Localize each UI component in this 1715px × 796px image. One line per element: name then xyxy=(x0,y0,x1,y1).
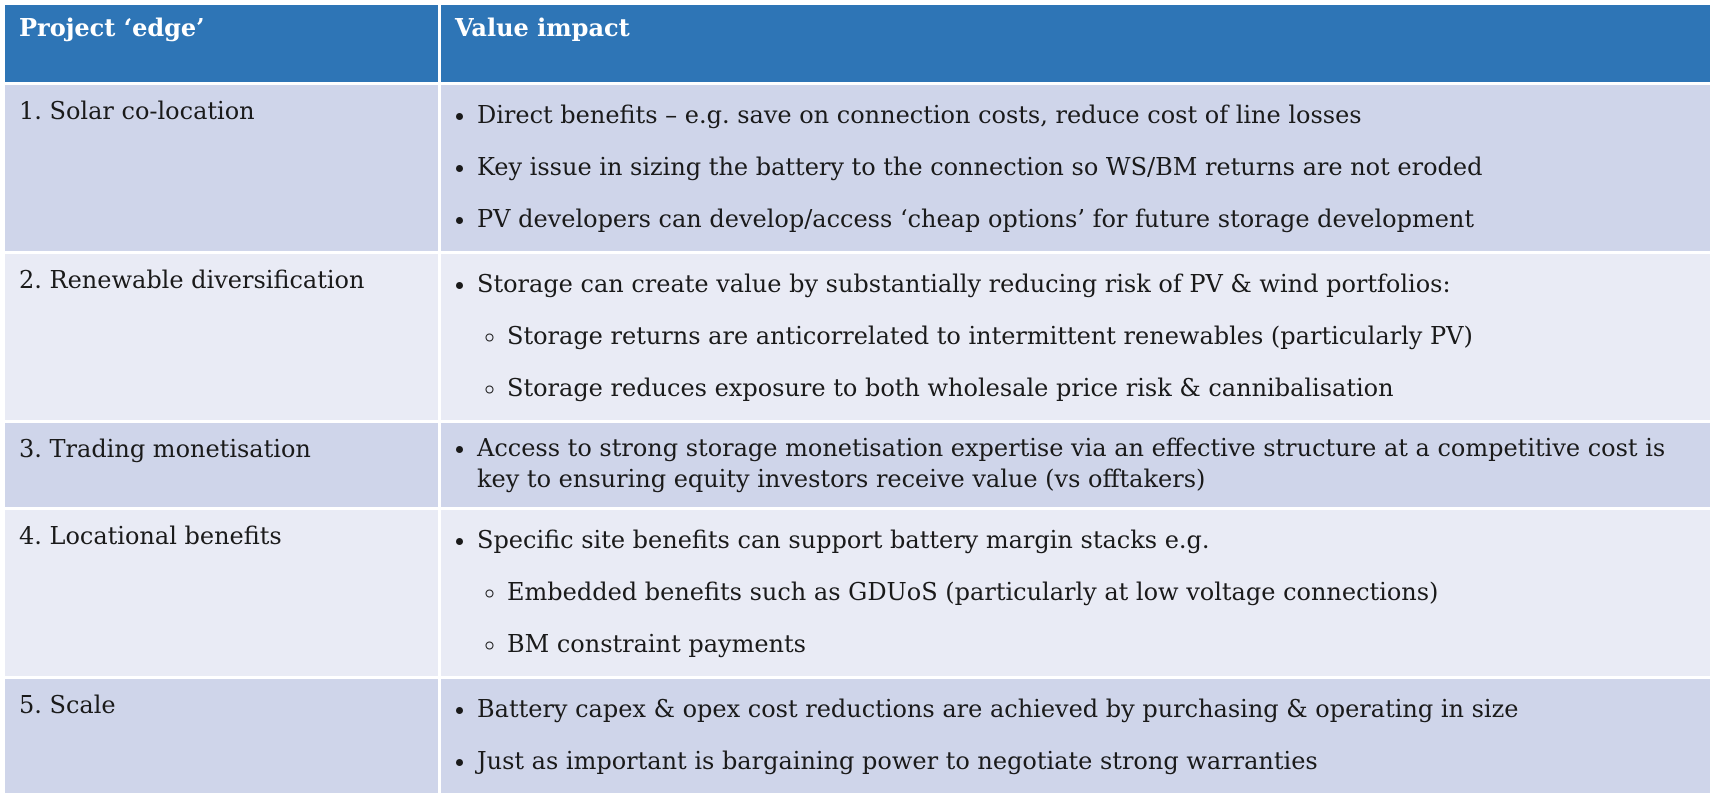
bullet: Access to strong storage monetisation ex… xyxy=(477,427,1710,501)
header-row: Project ‘edge’ Value impact xyxy=(2,2,1713,85)
bullet-text: Key issue in sizing the battery to the c… xyxy=(477,153,1483,181)
table-row: 2. Renewable diversification Storage can … xyxy=(2,251,1713,423)
bullet: Specific site benefits can support batte… xyxy=(477,514,1710,670)
page: Project ‘edge’ Value impact 1. Solar co-… xyxy=(0,0,1715,740)
table-row: 1. Solar co-location Direct benefits – e.… xyxy=(2,82,1713,254)
edge-cell: 5. Scale xyxy=(2,676,441,796)
sub-bullet: Storage reduces exposure to both wholesa… xyxy=(507,362,1710,414)
bullet: PV developers can develop/access ‘cheap … xyxy=(477,193,1710,245)
bullet-text: Specific site benefits can support batte… xyxy=(477,526,1210,554)
bullet: Key issue in sizing the battery to the c… xyxy=(477,141,1710,193)
edge-cell: 2. Renewable diversification xyxy=(2,251,441,423)
bullet-text: Access to strong storage monetisation ex… xyxy=(477,434,1666,493)
table-body: 1. Solar co-location Direct benefits – e.… xyxy=(2,82,1713,796)
bullet: Direct benefits – e.g. save on connectio… xyxy=(477,89,1710,141)
bullet-list: Direct benefits – e.g. save on connectio… xyxy=(441,85,1710,251)
bullet-text: Storage can create value by substantiall… xyxy=(477,270,1451,298)
edge-cell: 1. Solar co-location xyxy=(2,82,441,254)
edge-cell: 3. Trading monetisation xyxy=(2,420,441,510)
bullet: Just as important is bargaining power to… xyxy=(477,735,1710,787)
sub-bullet: Storage returns are anticorrelated to in… xyxy=(507,310,1710,362)
table-row: 4. Locational benefits Specific site bene… xyxy=(2,507,1713,679)
edge-cell: 4. Locational benefits xyxy=(2,507,441,679)
impact-cell: Specific site benefits can support batte… xyxy=(438,507,1713,679)
impact-cell: Direct benefits – e.g. save on connectio… xyxy=(438,82,1713,254)
bullet-list: Storage can create value by substantiall… xyxy=(441,254,1710,420)
bullet-text: PV developers can develop/access ‘cheap … xyxy=(477,205,1475,233)
bullet-text: Just as important is bargaining power to… xyxy=(477,747,1318,775)
sub-bullet-list: Embedded benefits such as GDUoS (particu… xyxy=(477,566,1710,670)
sub-bullet-list: Storage returns are anticorrelated to in… xyxy=(477,310,1710,414)
bullet-list: Battery capex & opex cost reductions are… xyxy=(441,679,1710,793)
header-cell: Project ‘edge’ xyxy=(2,2,441,85)
sub-bullet: Embedded benefits such as GDUoS (particu… xyxy=(507,566,1710,618)
bullet-text: Battery capex & opex cost reductions are… xyxy=(477,695,1519,723)
bullet-text: Direct benefits – e.g. save on connectio… xyxy=(477,101,1362,129)
impact-cell: Access to strong storage monetisation ex… xyxy=(438,420,1713,510)
bullet: Storage can create value by substantiall… xyxy=(477,258,1710,414)
table-row: 3. Trading monetisation Access to strong … xyxy=(2,420,1713,510)
impact-cell: Battery capex & opex cost reductions are… xyxy=(438,676,1713,796)
bullet-list: Access to strong storage monetisation ex… xyxy=(441,423,1710,507)
sub-bullet: BM constraint payments xyxy=(507,618,1710,670)
header-cell: Value impact xyxy=(438,2,1713,85)
bullet: Battery capex & opex cost reductions are… xyxy=(477,683,1710,735)
impact-cell: Storage can create value by substantiall… xyxy=(438,251,1713,423)
bullet-list: Specific site benefits can support batte… xyxy=(441,510,1710,676)
table-row: 5. Scale Battery capex & opex cost reduct… xyxy=(2,676,1713,796)
